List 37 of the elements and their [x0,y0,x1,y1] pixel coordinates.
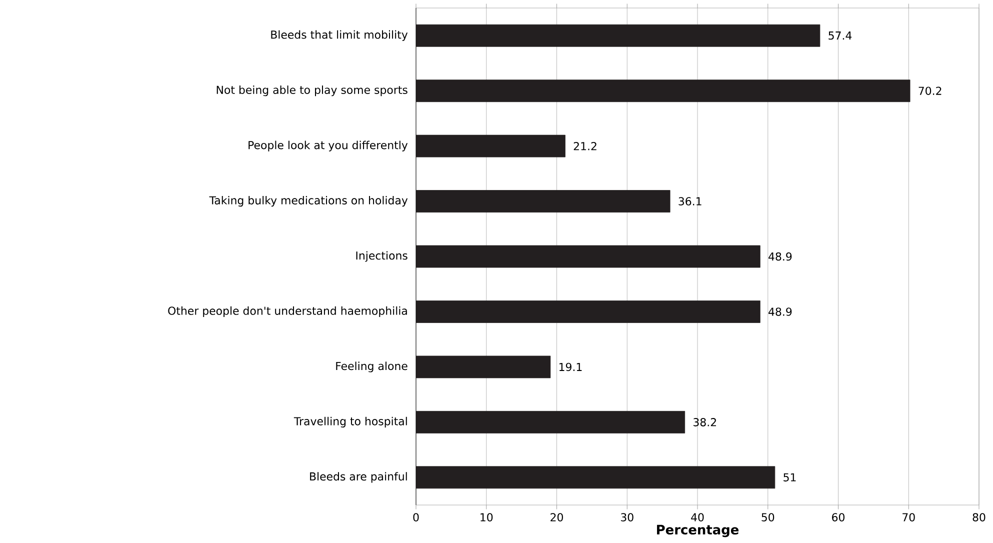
x-tick-label: 60 [832,513,844,522]
x-tick-label: 0 [413,513,419,522]
bar [416,245,760,268]
y-tick-label: Bleeds that limit mobility [271,30,408,41]
bar [416,300,760,323]
data-label: 48.9 [768,308,792,316]
data-label: 36.1 [678,197,702,206]
bar [416,80,910,102]
data-label: 51 [784,473,796,482]
x-tick-label: 30 [620,513,634,522]
x-tick-label: 80 [972,513,986,522]
y-tick-label: People look at you differently [248,140,408,152]
data-label: 57.4 [828,32,852,40]
bar [416,466,776,489]
bar [416,410,686,434]
y-tick-label: Travelling to hospital [294,416,407,428]
y-tick-label: Not being able to play some sports [216,86,408,96]
x-axis-title: Percentage [657,524,739,538]
x-tick-label: 20 [550,513,563,522]
data-label: 70.2 [918,86,942,95]
bar [416,356,551,378]
y-tick-label: Other people don't understand haemophilia [168,306,407,318]
bar [416,190,670,212]
data-label: 21.2 [574,142,596,150]
data-label: 48.9 [768,252,792,261]
x-tick-label: 10 [480,513,493,522]
bar [416,24,820,47]
data-label: 38.2 [694,418,716,426]
x-tick-label: 70 [902,513,915,522]
y-tick-label: Bleeds are painful [310,472,407,483]
bar [416,134,566,158]
x-tick-label: 50 [762,513,774,522]
y-tick-label: Feeling alone [336,362,408,372]
y-tick-label: Taking bulky medications on holiday [209,196,408,207]
x-tick-label: 40 [691,513,704,522]
y-tick-label: Injections [356,251,408,262]
data-label: 19.1 [559,362,582,372]
